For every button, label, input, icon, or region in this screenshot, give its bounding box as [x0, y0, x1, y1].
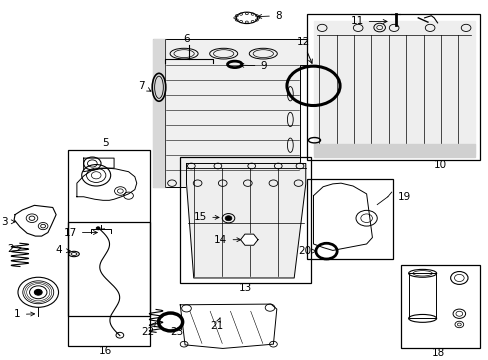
Text: 2: 2	[7, 244, 21, 255]
Circle shape	[34, 289, 42, 295]
Text: 16: 16	[99, 346, 112, 356]
Text: 12: 12	[296, 37, 312, 63]
Text: 9: 9	[240, 61, 266, 71]
Bar	[401, 265, 479, 348]
Text: 13: 13	[238, 283, 251, 293]
Polygon shape	[313, 22, 474, 154]
Text: 1: 1	[14, 310, 35, 319]
Circle shape	[96, 227, 100, 230]
Text: 15: 15	[194, 212, 219, 222]
Circle shape	[224, 216, 231, 221]
Polygon shape	[152, 39, 306, 187]
Text: 5: 5	[102, 138, 109, 148]
Polygon shape	[408, 273, 435, 318]
Text: 23: 23	[170, 327, 183, 337]
Polygon shape	[180, 304, 276, 348]
Polygon shape	[313, 183, 372, 251]
Bar	[306, 14, 479, 160]
Text: 10: 10	[432, 160, 446, 170]
Text: 4: 4	[56, 246, 70, 255]
Polygon shape	[240, 234, 258, 245]
Text: 14: 14	[214, 235, 240, 245]
Text: 22: 22	[141, 322, 156, 337]
Text: 6: 6	[183, 34, 189, 44]
Polygon shape	[77, 168, 137, 200]
Text: 8: 8	[257, 11, 281, 21]
Polygon shape	[186, 163, 305, 278]
Text: 11: 11	[350, 17, 386, 26]
Text: 7: 7	[138, 81, 151, 91]
Text: 17: 17	[63, 228, 97, 238]
Text: 20: 20	[297, 246, 316, 256]
Text: 19: 19	[397, 192, 410, 202]
Polygon shape	[152, 39, 164, 187]
Bar	[180, 157, 310, 283]
Bar	[68, 222, 150, 346]
Text: 21: 21	[210, 318, 223, 331]
Polygon shape	[14, 205, 56, 236]
Text: 18: 18	[431, 348, 444, 358]
Polygon shape	[313, 144, 474, 157]
Polygon shape	[83, 158, 114, 172]
Bar	[68, 150, 150, 315]
Bar	[306, 179, 392, 259]
Text: 3: 3	[1, 217, 15, 227]
